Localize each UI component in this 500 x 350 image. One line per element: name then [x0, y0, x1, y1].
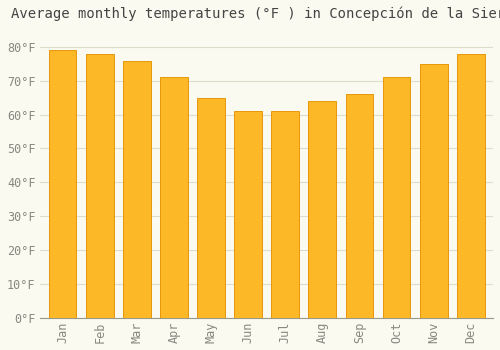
Bar	[86, 54, 114, 317]
Bar	[382, 77, 410, 317]
Bar	[197, 98, 225, 317]
Bar	[346, 94, 374, 317]
Bar	[272, 111, 299, 317]
Bar	[420, 64, 448, 317]
Bar	[160, 77, 188, 317]
Bar	[48, 50, 76, 317]
Bar	[234, 111, 262, 317]
Bar	[457, 54, 484, 317]
Bar	[123, 61, 150, 317]
Title: Average monthly temperatures (°F ) in Concepción de la Sierra: Average monthly temperatures (°F ) in Co…	[11, 7, 500, 21]
Bar	[308, 101, 336, 317]
